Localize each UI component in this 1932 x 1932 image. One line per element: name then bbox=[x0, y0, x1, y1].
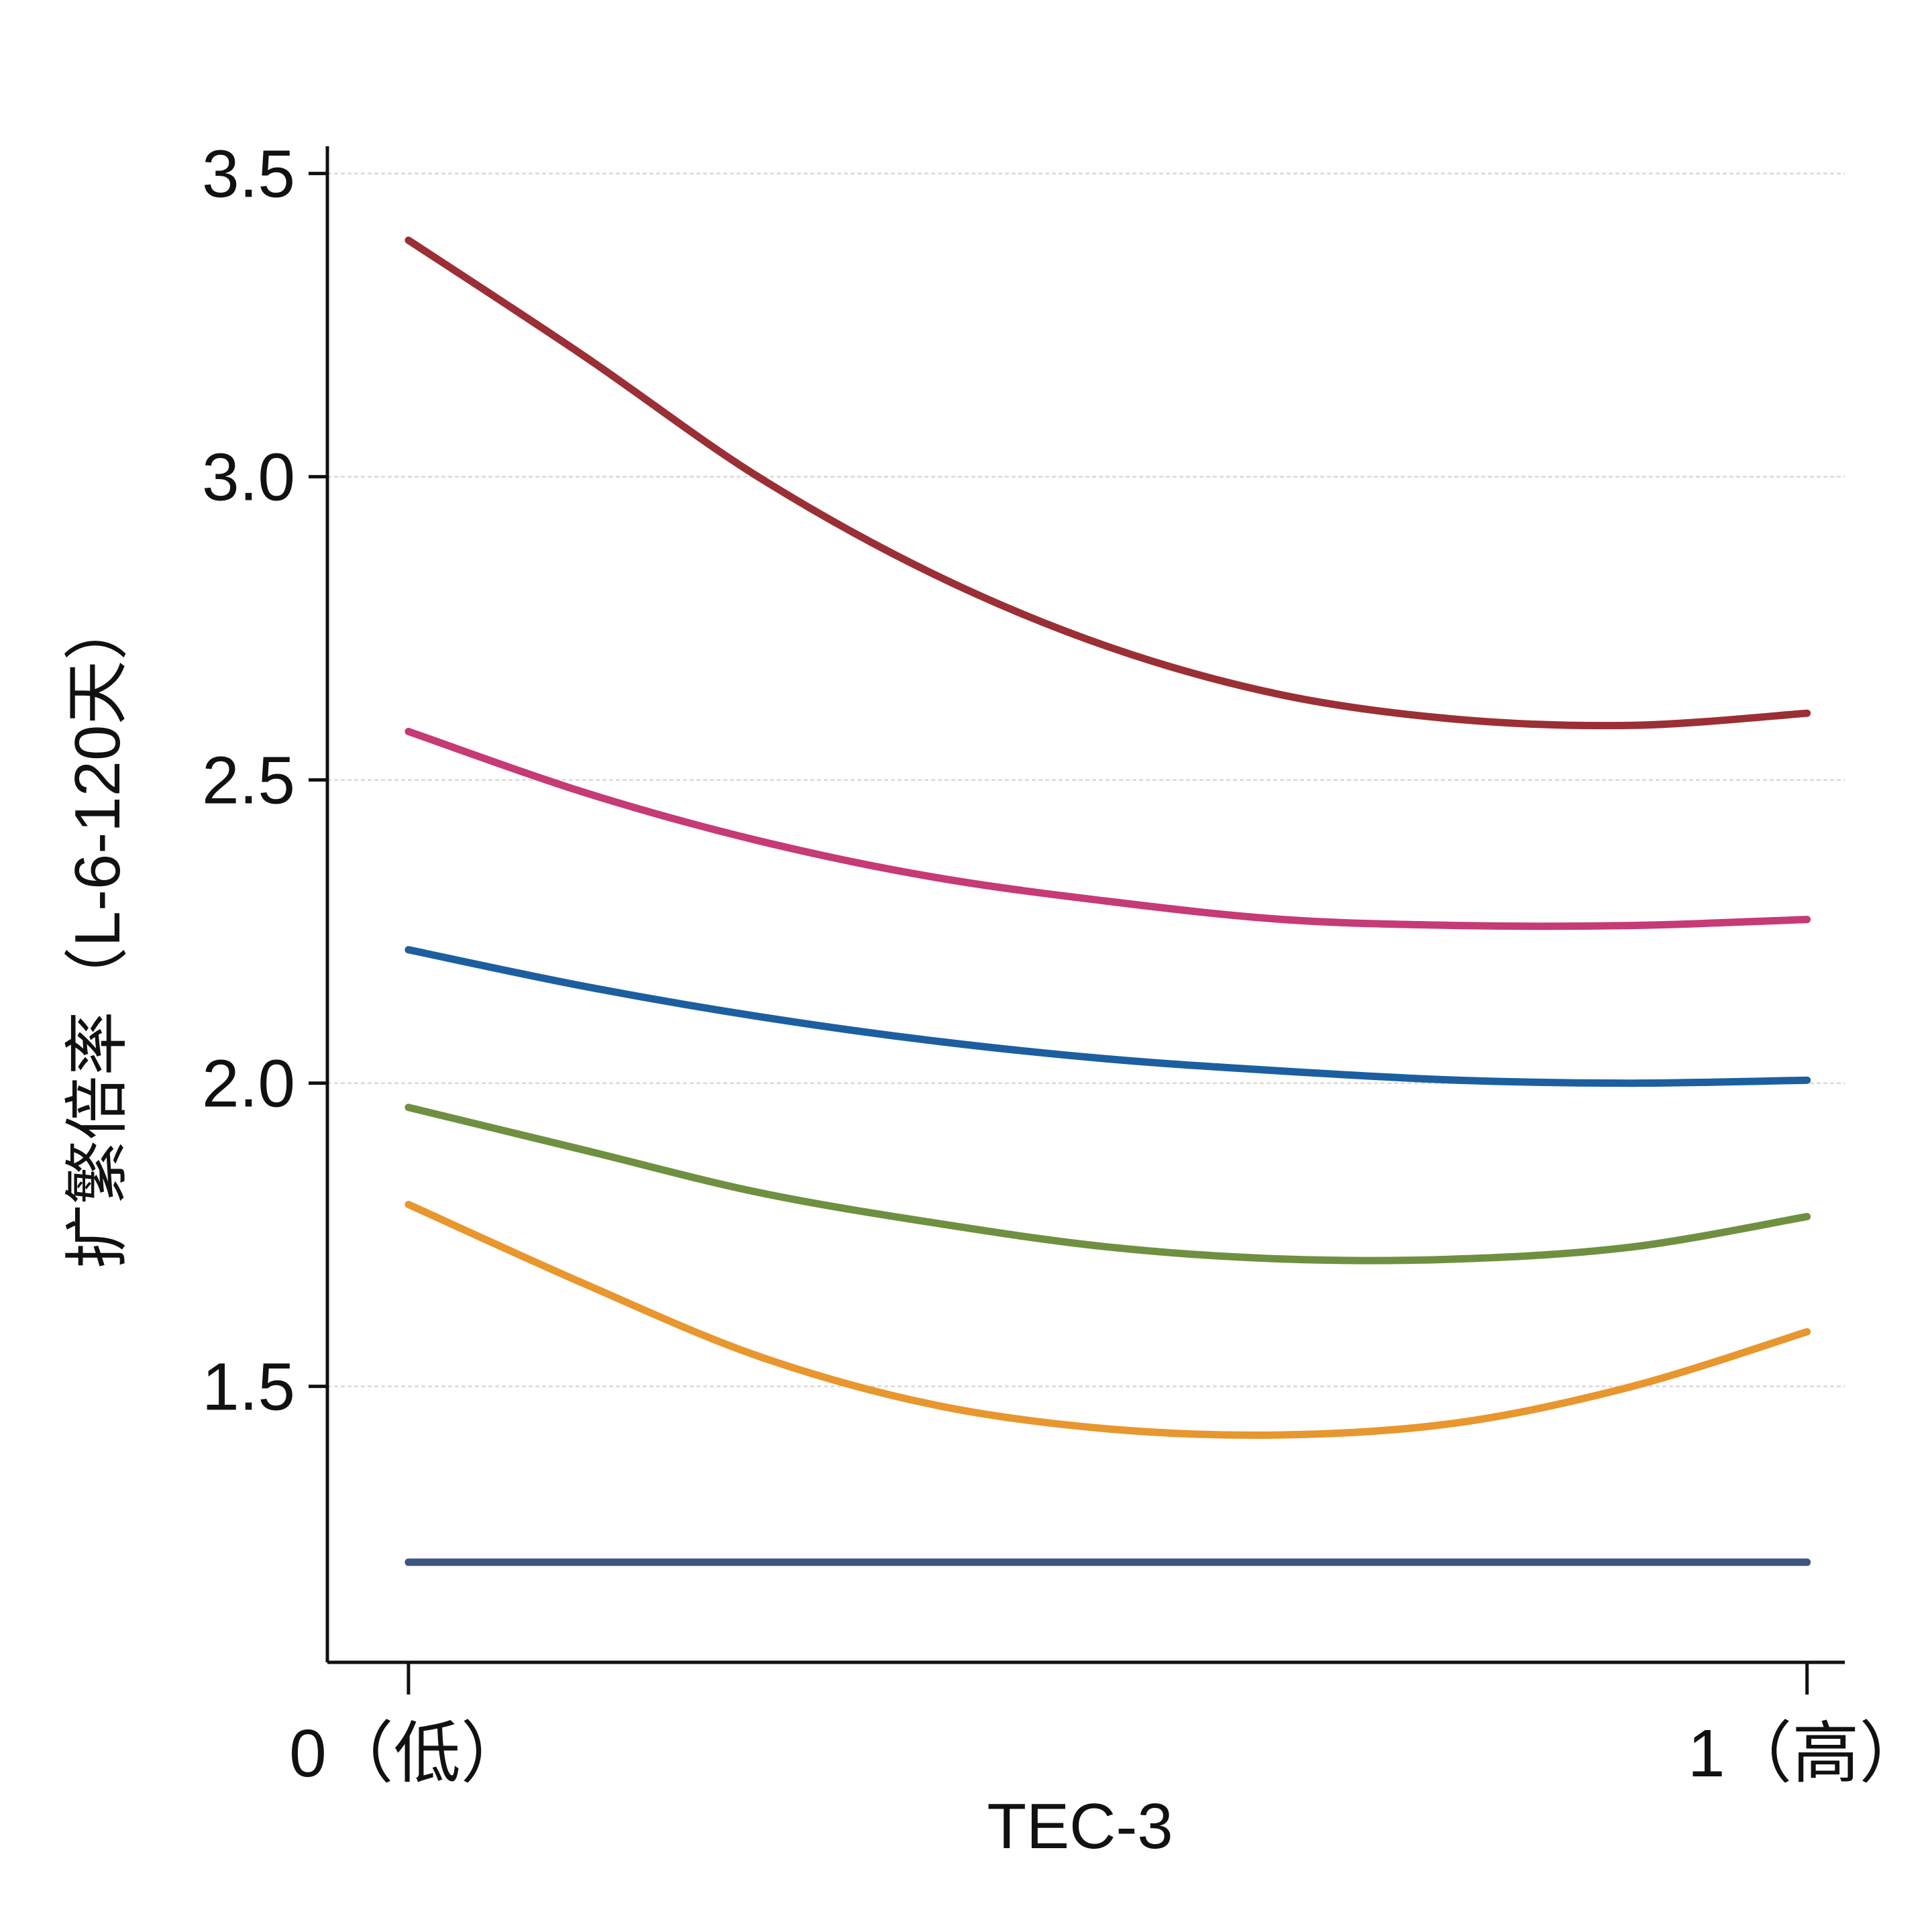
y-tick-label: 2.5 bbox=[202, 743, 295, 818]
y-axis-title: 扩繁倍率（L-6-120天） bbox=[62, 596, 133, 1269]
series-line-3 bbox=[405, 946, 1811, 1087]
series-line-4 bbox=[405, 1104, 1811, 1265]
series-line-5 bbox=[405, 1201, 1811, 1439]
y-axis-ticks: 1.5 2.0 2.5 3.0 3.5 bbox=[202, 137, 327, 1425]
series-line-2 bbox=[405, 727, 1811, 930]
series-line-1 bbox=[405, 236, 1811, 730]
x-axis-ticks: 0（低） 1（高） bbox=[289, 1662, 1927, 1791]
y-tick-label: 3.0 bbox=[202, 440, 295, 515]
y-tick-label: 2.0 bbox=[202, 1046, 295, 1122]
series-lines bbox=[405, 236, 1811, 1566]
x-tick-label: 0（低） bbox=[289, 1716, 528, 1791]
y-tick-label: 3.5 bbox=[202, 137, 295, 212]
x-axis-title: TEC-3 bbox=[987, 1790, 1173, 1862]
x-tick-label: 1（高） bbox=[1688, 1716, 1927, 1791]
axes bbox=[325, 146, 1845, 1664]
y-tick-label: 1.5 bbox=[202, 1350, 295, 1425]
